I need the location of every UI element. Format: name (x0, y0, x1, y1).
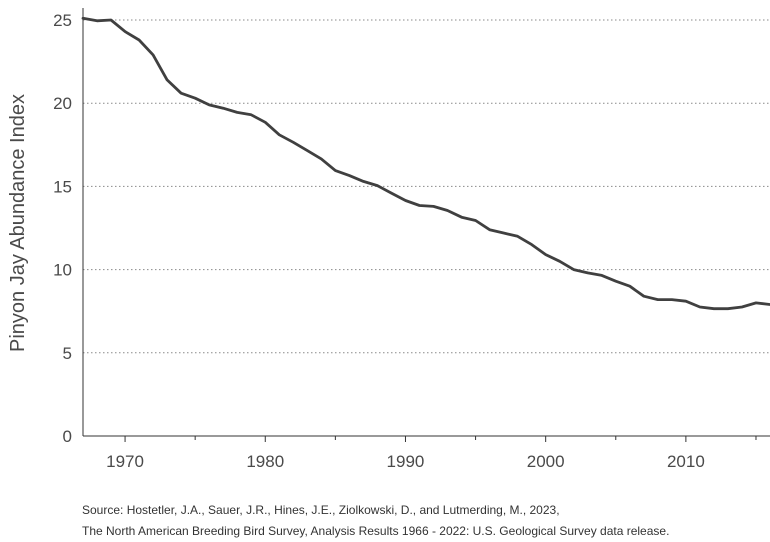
y-tick-label: 25 (53, 11, 72, 30)
y-tick-labels: 0 5 10 15 20 25 (53, 11, 72, 446)
x-tick-label: 2010 (667, 452, 705, 471)
source-line-2: The North American Breeding Bird Survey,… (82, 524, 670, 538)
source-line-1: Source: Hostetler, J.A., Sauer, J.R., Hi… (82, 503, 560, 517)
y-tick-label: 5 (63, 344, 72, 363)
pinyon-jay-chart: 0 5 10 15 20 25 1970 1980 1990 2000 2010 Pinyon J… (7, 8, 770, 471)
y-tick-label: 20 (53, 94, 72, 113)
x-tick-label: 1990 (387, 452, 425, 471)
x-tick-labels: 1970 1980 1990 2000 2010 (106, 452, 705, 471)
x-tick-label: 1980 (246, 452, 284, 471)
abundance-series-line (81, 16, 770, 311)
x-tick-label: 2000 (527, 452, 565, 471)
source-citation: Source: Hostetler, J.A., Sauer, J.R., Hi… (82, 500, 669, 542)
y-tick-label: 10 (53, 261, 72, 280)
y-tick-label: 0 (63, 427, 72, 446)
y-axis-label: Pinyon Jay Abundance Index (7, 94, 29, 352)
y-tick-label: 15 (53, 177, 72, 196)
x-tick-label: 1970 (106, 452, 144, 471)
axes (82, 8, 770, 442)
gridlines (83, 19, 770, 354)
